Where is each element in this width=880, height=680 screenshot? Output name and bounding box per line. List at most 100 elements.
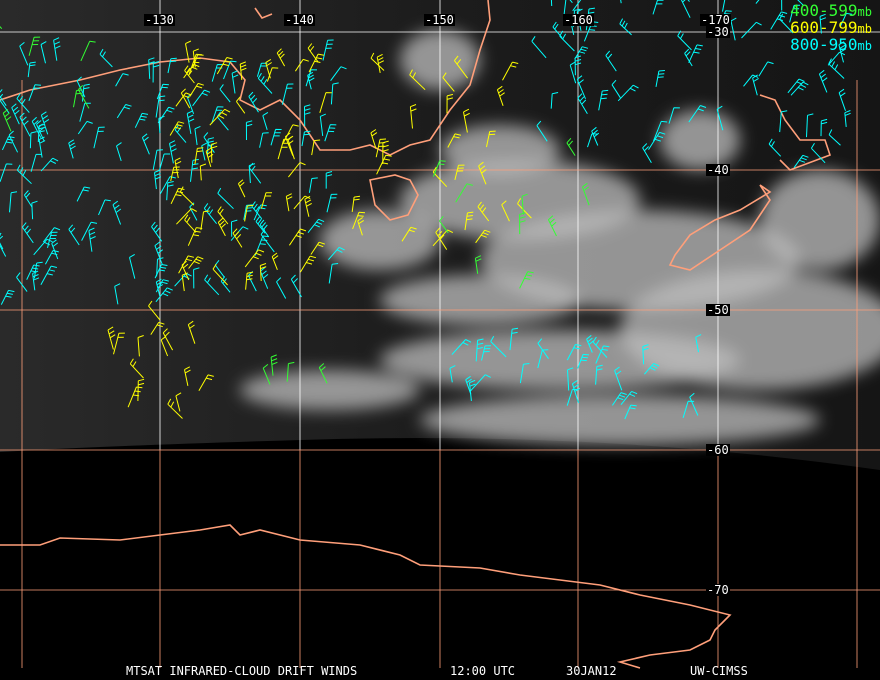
wind-barb bbox=[598, 89, 609, 111]
wind-barb bbox=[185, 40, 192, 63]
wind-barb bbox=[77, 84, 90, 109]
wind-barb bbox=[31, 200, 38, 220]
wind-barb bbox=[496, 85, 505, 106]
wind-barb bbox=[129, 358, 144, 379]
wind-barb bbox=[211, 106, 224, 124]
wind-barb bbox=[550, 0, 553, 7]
caption-date: 30JAN12 bbox=[566, 664, 617, 678]
wind-barb bbox=[469, 379, 476, 401]
wind-barb bbox=[16, 272, 28, 292]
wind-barb bbox=[194, 125, 201, 146]
wind-barb bbox=[0, 289, 15, 305]
wind-barb bbox=[154, 264, 168, 279]
wind-barb bbox=[547, 215, 557, 237]
wind-barb bbox=[586, 335, 594, 353]
wind-barb bbox=[8, 130, 19, 153]
wind-barb bbox=[569, 61, 577, 84]
wind-barb bbox=[642, 344, 649, 365]
wind-barb bbox=[251, 201, 263, 220]
wind-barb bbox=[203, 132, 215, 153]
wind-barb bbox=[112, 200, 122, 225]
wind-barb bbox=[193, 267, 200, 289]
wind-barb bbox=[770, 11, 788, 30]
wind-barb bbox=[322, 39, 334, 61]
wind-barb bbox=[192, 54, 204, 69]
wind-barb bbox=[254, 235, 269, 256]
wind-barb bbox=[160, 335, 169, 357]
wind-barb bbox=[204, 274, 220, 296]
wind-barb bbox=[178, 255, 195, 274]
wind-barb bbox=[114, 283, 121, 305]
wind-barb bbox=[158, 115, 165, 134]
wind-barb bbox=[210, 142, 218, 163]
wind-barb bbox=[370, 129, 378, 149]
lat-label-70: -70 bbox=[706, 583, 730, 597]
wind-barb bbox=[435, 227, 448, 250]
cloud bbox=[380, 275, 580, 325]
legend-unit: mb bbox=[857, 5, 872, 19]
wind-barb bbox=[806, 113, 814, 138]
lon-label-140: -140 bbox=[284, 13, 315, 27]
wind-barb bbox=[820, 118, 828, 137]
image-caption: MTSAT INFRARED-CLOUD DRIFT WINDS 12:00 U… bbox=[0, 594, 880, 678]
coastline bbox=[254, 7, 273, 19]
wind-barb bbox=[207, 137, 215, 157]
wind-barb bbox=[465, 375, 472, 395]
wind-barb bbox=[519, 212, 526, 235]
wind-barb bbox=[307, 43, 319, 63]
wind-barb bbox=[838, 88, 846, 111]
wind-barb bbox=[28, 36, 41, 56]
wind-barb bbox=[88, 227, 96, 252]
wind-barb bbox=[187, 227, 203, 246]
coastline bbox=[0, 524, 732, 669]
wind-barb bbox=[819, 13, 827, 34]
wind-barb bbox=[260, 192, 273, 209]
caption-time: 12:00 UTC bbox=[450, 664, 516, 678]
wind-barb bbox=[175, 392, 182, 412]
lon-label-170: -170 bbox=[700, 13, 731, 27]
lat-label-50: -50 bbox=[706, 303, 730, 317]
wind-barb bbox=[76, 186, 91, 202]
wind-barb bbox=[150, 321, 165, 335]
wind-barb bbox=[155, 95, 166, 118]
wind-barb bbox=[519, 271, 534, 289]
wind-barb bbox=[789, 4, 801, 23]
wind-barb bbox=[790, 81, 809, 96]
wind-barb bbox=[779, 110, 788, 133]
coastline bbox=[369, 174, 419, 221]
wind-barb bbox=[574, 46, 589, 60]
wind-barb bbox=[159, 176, 176, 195]
wind-barb bbox=[151, 221, 163, 242]
wind-barb bbox=[294, 58, 309, 72]
wind-barb bbox=[451, 339, 472, 355]
wind-barb bbox=[722, 0, 726, 12]
wind-barb bbox=[167, 398, 183, 419]
wind-barb bbox=[276, 277, 287, 299]
wind-barb bbox=[245, 120, 253, 141]
coastline bbox=[759, 94, 832, 171]
wind-barb bbox=[0, 93, 10, 114]
wind-barb bbox=[220, 276, 231, 293]
wind-barb bbox=[611, 392, 627, 406]
wind-barb bbox=[455, 183, 473, 203]
wind-barb bbox=[307, 218, 325, 234]
wind-barb bbox=[409, 69, 426, 91]
wind-barb bbox=[28, 84, 42, 101]
wind-barb bbox=[11, 103, 20, 125]
wind-barb bbox=[2, 109, 12, 132]
wind-barb bbox=[689, 392, 699, 416]
wind-barb bbox=[81, 221, 98, 241]
wind-barb bbox=[9, 191, 18, 213]
wind-barb bbox=[80, 40, 96, 62]
wind-barb bbox=[682, 400, 695, 419]
wind-barb bbox=[620, 390, 638, 406]
wind-barb bbox=[470, 374, 491, 392]
wind-barb bbox=[519, 363, 530, 384]
wind-barb bbox=[134, 112, 149, 128]
wind-barb bbox=[531, 36, 547, 59]
wind-barb bbox=[319, 113, 326, 136]
wind-barb bbox=[577, 93, 588, 115]
wind-barb bbox=[318, 363, 328, 384]
wind-barb bbox=[576, 75, 586, 99]
wind-barb bbox=[680, 0, 691, 18]
